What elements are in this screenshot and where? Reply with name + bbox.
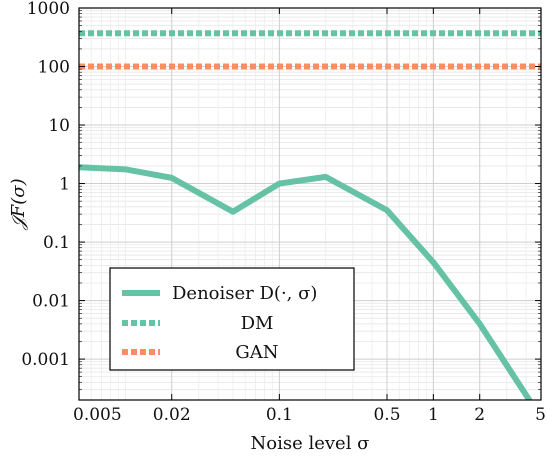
y-tick-label: 0.001 xyxy=(21,350,70,370)
y-tick-label: 100 xyxy=(38,58,70,78)
y-tick-label: 10 xyxy=(48,116,70,136)
plot-area xyxy=(79,30,541,400)
legend-entry-dm: DM xyxy=(241,313,274,334)
x-tick-label: 0.005 xyxy=(73,405,122,425)
y-tick-labels: 1000 100 10 1 0.1 0.01 0.001 xyxy=(21,0,70,370)
x-tick-label: 0.1 xyxy=(266,405,293,425)
x-tick-label: 5 xyxy=(535,405,546,425)
x-tick-label: 2 xyxy=(474,405,485,425)
legend-entry-gan: GAN xyxy=(235,342,278,363)
y-tick-label: 1000 xyxy=(27,0,70,19)
legend-entry-denoiser: Denoiser D(·, σ) xyxy=(172,283,317,304)
y-tick-label: 0.01 xyxy=(32,292,70,312)
x-axis-label: Noise level σ xyxy=(251,433,370,454)
tick-marks xyxy=(78,7,542,400)
y-tick-label: 1 xyxy=(59,175,70,195)
x-tick-label: 0.5 xyxy=(373,405,400,425)
y-axis-label: 𝒥F(σ) xyxy=(8,178,29,230)
x-tick-label: 0.02 xyxy=(153,405,191,425)
y-tick-label: 0.1 xyxy=(43,233,70,253)
series-denoiser-line xyxy=(79,164,533,400)
x-tick-labels: 0.005 0.02 0.1 0.5 1 2 5 xyxy=(73,405,546,425)
x-tick-label: 1 xyxy=(428,405,439,425)
legend: Denoiser D(·, σ) DM GAN xyxy=(109,267,355,371)
plot-frame xyxy=(78,7,542,401)
